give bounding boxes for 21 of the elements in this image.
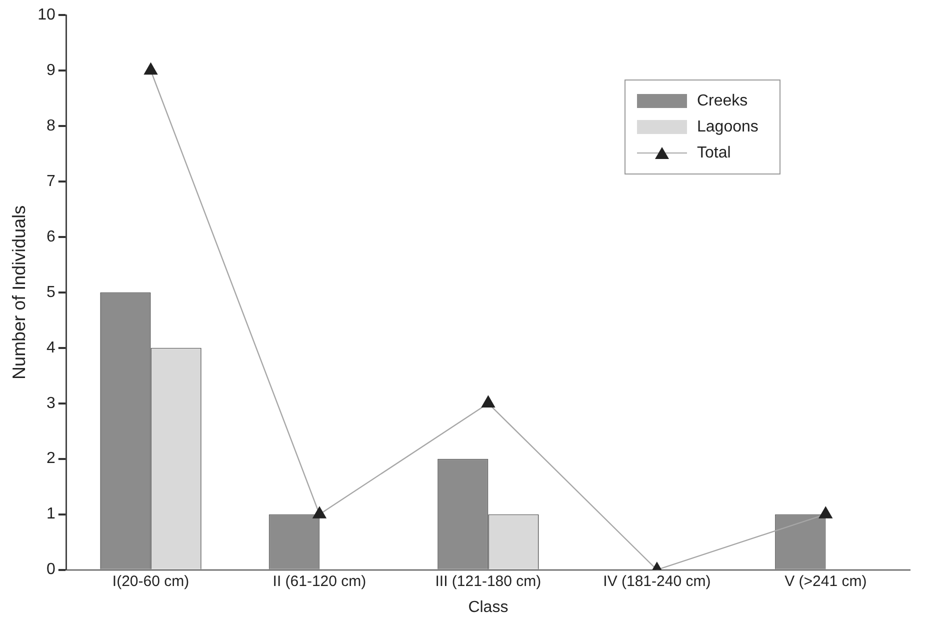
- y-tick-label: 1: [46, 506, 56, 523]
- legend-label: Total: [697, 144, 731, 162]
- y-tick-label: 7: [46, 172, 56, 190]
- x-tick-label: I(20-60 cm): [112, 572, 190, 590]
- x-tick-label: V (>241 cm): [784, 572, 867, 590]
- y-axis-title: Number of Individuals: [8, 205, 29, 380]
- x-tick-label: IV (181-240 cm): [603, 572, 711, 590]
- x-axis-title: Class: [468, 598, 508, 616]
- y-tick-label: 3: [46, 394, 56, 412]
- y-tick-label: 5: [46, 284, 56, 301]
- x-tick-label: II (61-120 cm): [272, 572, 366, 590]
- x-tick-label: III (121-180 cm): [435, 572, 542, 590]
- y-tick-label: 0: [46, 561, 56, 578]
- y-tick-label: 2: [46, 450, 56, 468]
- y-tick-label: 4: [46, 339, 56, 356]
- legend-label: Lagoons: [697, 118, 758, 136]
- y-tick-label: 10: [38, 6, 56, 24]
- y-tick-label: 6: [46, 228, 56, 246]
- legend-label: Creeks: [697, 92, 748, 110]
- y-tick-label: 8: [46, 117, 56, 134]
- y-tick-label: 9: [46, 62, 56, 79]
